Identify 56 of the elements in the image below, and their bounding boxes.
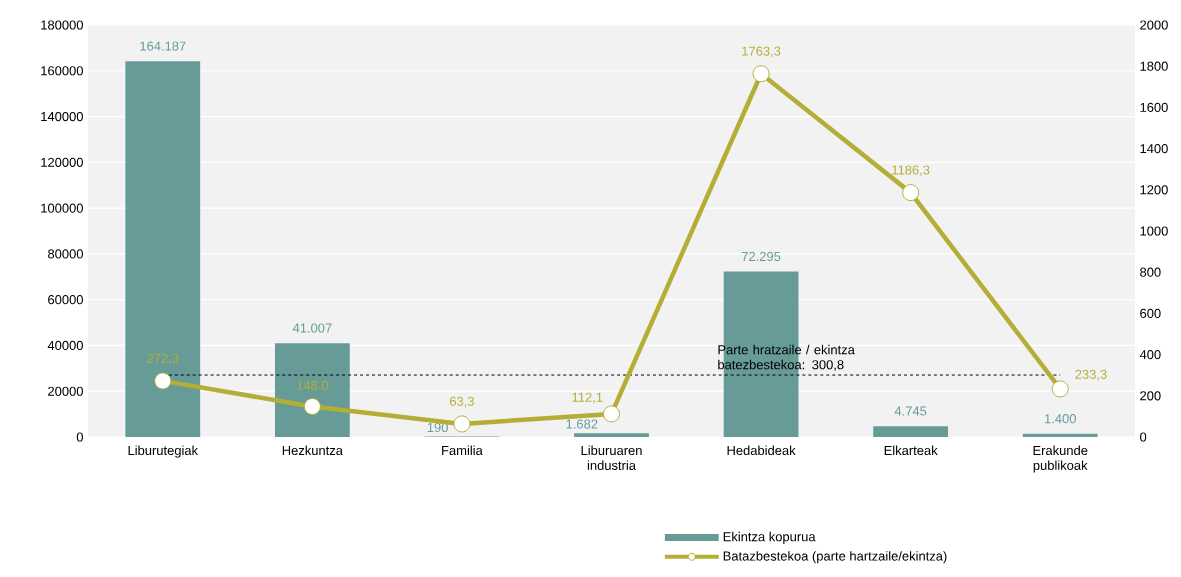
data-label: 41.007 bbox=[292, 323, 332, 333]
y-tick-label: 20000 bbox=[48, 386, 83, 396]
y-tick-label: 80000 bbox=[48, 249, 83, 259]
data-label: 1.682 bbox=[566, 419, 598, 429]
x-tick-label: Liburuaren industria bbox=[581, 445, 642, 470]
y-tick-label: 120000 bbox=[41, 157, 83, 167]
data-label: 190 bbox=[427, 422, 448, 433]
data-label: 4.745 bbox=[894, 406, 927, 416]
data-label: 1.400 bbox=[1045, 414, 1076, 424]
y2-tick-label: 600 bbox=[1140, 308, 1161, 318]
data-label: 164.187 bbox=[140, 41, 186, 51]
y-tick-label: 140000 bbox=[41, 111, 83, 122]
y2-tick-label: 200 bbox=[1140, 391, 1161, 401]
data-label: 272,3 bbox=[147, 353, 179, 365]
x-tick-label: Hezkuntza bbox=[282, 445, 343, 456]
y-tick-label: 0 bbox=[76, 432, 83, 442]
y2-tick-label: 1400 bbox=[1140, 144, 1168, 154]
point bbox=[752, 65, 770, 83]
bar bbox=[274, 343, 350, 437]
data-label: 148.0 bbox=[297, 380, 329, 390]
y-tick-label: 60000 bbox=[48, 295, 83, 305]
y2-tick-label: 400 bbox=[1139, 350, 1161, 360]
data-label: 1763,3 bbox=[742, 46, 781, 58]
x-tick-label: Hedabideak bbox=[727, 445, 796, 456]
x-tick-label: Elkarteak bbox=[884, 445, 938, 456]
data-label: 63,3 bbox=[449, 396, 474, 408]
y2-tick-label: 1000 bbox=[1140, 226, 1168, 236]
data-label: 1186,3 bbox=[892, 165, 930, 177]
x-tick-label: Familia bbox=[442, 445, 483, 456]
y-tick-label: 100000 bbox=[41, 203, 83, 213]
x-tick-label: Erakunde publikoak bbox=[1033, 445, 1088, 473]
y-tick-label: 40000 bbox=[47, 340, 83, 351]
legend-label: Ekintza kopurua bbox=[723, 531, 816, 544]
point bbox=[154, 372, 172, 390]
data-label: 72.295 bbox=[741, 251, 781, 261]
y-tick-label: 160000 bbox=[41, 66, 83, 76]
bar bbox=[125, 61, 201, 437]
point bbox=[603, 405, 620, 423]
y2-tick-label: 0 bbox=[1140, 432, 1147, 442]
point bbox=[303, 398, 321, 416]
point bbox=[902, 184, 920, 202]
y2-tick-label: 1800 bbox=[1140, 61, 1168, 71]
data-label: 233,3 bbox=[1075, 369, 1107, 381]
point bbox=[453, 415, 471, 433]
legend-label: Batazbestekoa (parte hartzaile/ekintza) bbox=[723, 551, 947, 564]
bar bbox=[873, 426, 949, 437]
y2-tick-label: 1600 bbox=[1140, 102, 1168, 112]
point bbox=[1051, 380, 1069, 398]
data-label: 112,1 bbox=[572, 392, 603, 404]
bar bbox=[574, 433, 649, 437]
y2-tick-label: 800 bbox=[1140, 267, 1161, 277]
bar bbox=[1022, 433, 1098, 437]
x-tick-label: Liburutegiak bbox=[128, 445, 199, 458]
y2-tick-label: 1200 bbox=[1140, 185, 1168, 195]
y-tick-label: 180000 bbox=[41, 20, 83, 30]
y2-tick-label: 2000 bbox=[1140, 20, 1168, 30]
